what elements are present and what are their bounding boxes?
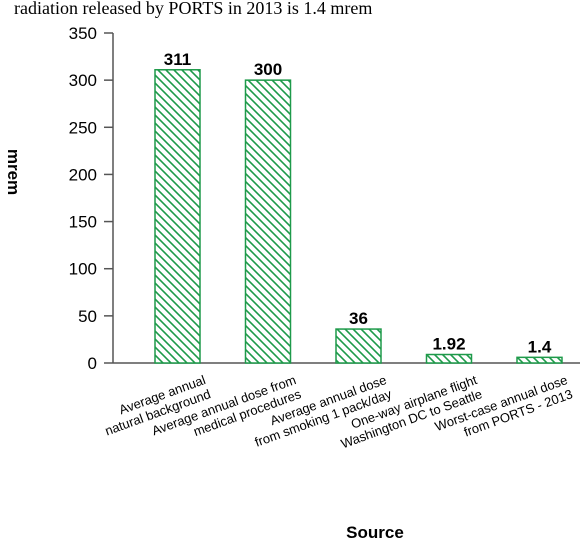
y-tick-label: 50	[78, 307, 97, 326]
bar-value-label: 311	[164, 50, 191, 69]
bar	[154, 69, 201, 364]
y-tick-label: 0	[88, 354, 97, 373]
y-tick-label: 250	[69, 118, 97, 137]
bar-value-label: 300	[254, 60, 282, 79]
y-tick-label: 100	[69, 260, 97, 279]
bar-value-label: 1.92	[432, 335, 465, 354]
y-tick-label: 200	[69, 165, 97, 184]
bar	[425, 353, 473, 364]
data-labels-group: 311 300 36 1.92 1.4	[164, 50, 552, 357]
y-tick-label: 150	[69, 213, 97, 232]
bars-group	[154, 69, 563, 364]
category-labels-group: Average annualnatural backgroundAverage …	[103, 372, 575, 451]
y-axis-title: mrem	[4, 149, 23, 195]
bar-value-label: 1.4	[528, 337, 552, 356]
y-tick-label: 350	[69, 24, 97, 43]
bar	[335, 328, 382, 364]
bar	[244, 79, 292, 364]
y-tick-label: 300	[69, 71, 97, 90]
bar-value-label: 36	[349, 309, 368, 328]
x-axis-title: Source	[346, 523, 404, 542]
y-axis: 0 50 100 150 200 250 300 350	[69, 24, 113, 373]
bar	[516, 356, 563, 364]
chart-caption: radiation released by PORTS in 2013 is 1…	[14, 0, 372, 18]
